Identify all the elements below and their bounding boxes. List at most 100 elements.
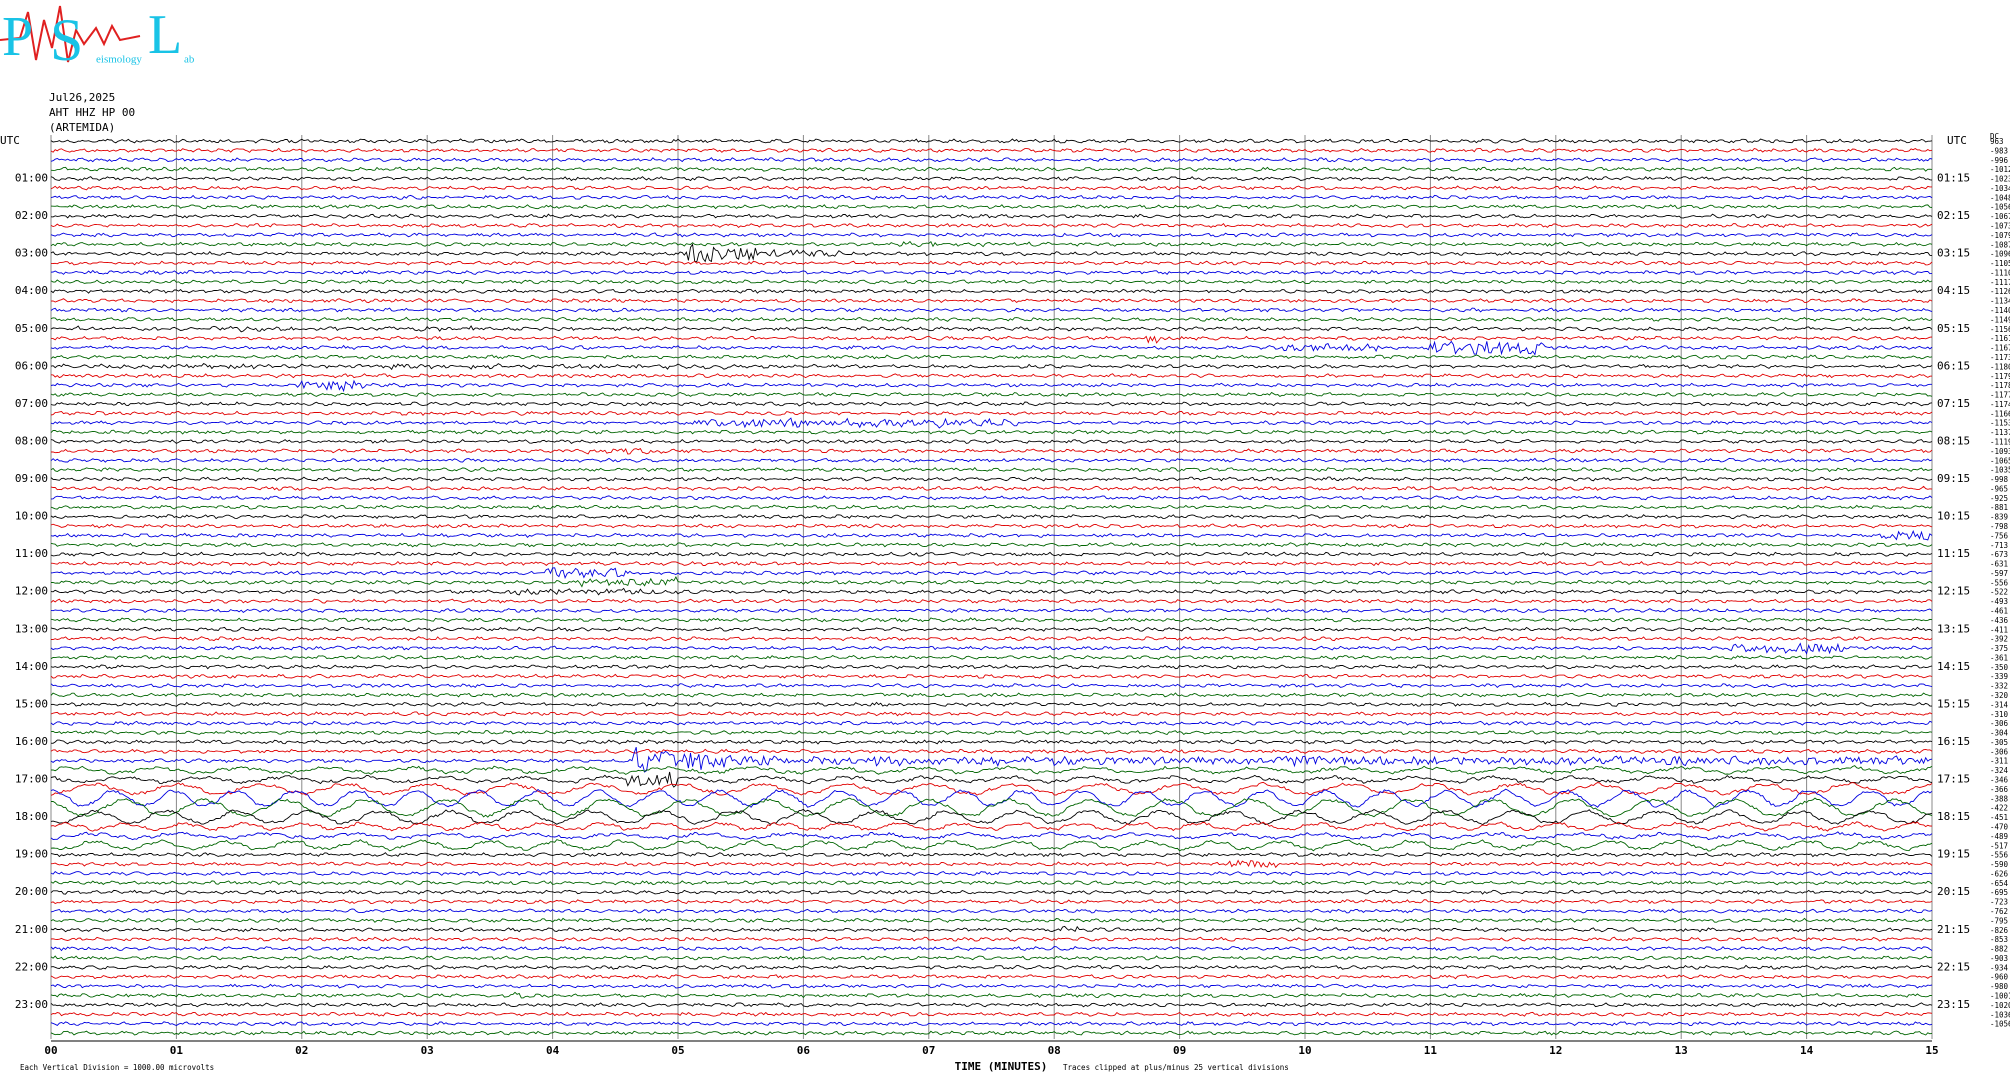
hour-label: 16:15 [1937,735,1970,748]
offset-label: -392 [1990,635,2008,644]
hour-label: 09:00 [15,472,48,485]
trace [50,808,1933,826]
trace [50,859,1933,869]
offset-label: -361 [1990,653,2008,662]
trace [50,391,1933,397]
trace [50,654,1933,661]
trace [50,279,1933,285]
trace [50,974,1933,980]
trace [50,288,1933,294]
offset-label: -1180 [1990,362,2010,371]
offset-label: -839 [1990,513,2008,522]
hour-label: 04:15 [1937,284,1970,297]
offset-label: -1105 [1990,259,2010,268]
trace [50,642,1933,655]
trace [50,747,1933,773]
trace [50,325,1933,333]
offset-label: -339 [1990,672,2008,681]
offset-label: -1174 [1990,400,2010,409]
trace [50,401,1933,407]
hour-label: 08:15 [1937,434,1970,447]
trace [50,147,1933,153]
trace [50,223,1933,229]
trace [50,457,1933,463]
offset-label: -522 [1990,588,2008,597]
hour-label: 02:00 [15,209,48,222]
offset-label: -1087 [1990,240,2010,249]
offset-label: -1140 [1990,306,2010,315]
hour-label: 17:00 [15,773,48,786]
hour-label: 14:00 [15,660,48,673]
trace [50,788,1933,808]
offset-label: -470 [1990,822,2009,831]
hour-label: 01:00 [15,172,48,185]
date: Jul26,2025 [49,91,115,104]
hour-label: 07:00 [15,397,48,410]
offset-label: -597 [1990,569,2008,578]
offset-label: -436 [1990,616,2009,625]
hour-label: 09:15 [1937,472,1970,485]
offset-label: -1067 [1990,212,2010,221]
x-tick-label: 11 [1424,1044,1438,1057]
offset-label: -489 [1990,832,2008,841]
offset-label: -795 [1990,916,2008,925]
trace [51,797,1933,818]
trace [50,683,1933,689]
offset-label: -1137 [1990,428,2010,437]
x-tick-label: 13 [1675,1044,1688,1057]
offset-label: -1149 [1990,315,2010,324]
offset-label: -1056 [1990,1020,2010,1029]
offset-label: -320 [1990,691,2009,700]
offset-label: -1096 [1990,250,2010,259]
hour-label: 04:00 [15,284,48,297]
offset-label: -882 [1990,945,2008,954]
hour-label: 11:00 [15,547,48,560]
hour-label: 13:15 [1937,622,1970,635]
offset-label: -1167 [1990,344,2010,353]
trace [50,240,1933,248]
hour-label: 05:00 [15,322,48,335]
offset-label: -762 [1990,907,2008,916]
offset-label: -493 [1990,597,2008,606]
offset-label: -756 [1990,531,2009,540]
x-tick-label: 08 [1048,1044,1061,1057]
hour-label: 23:00 [15,998,48,1011]
offset-label: -723 [1990,898,2008,907]
offset-label: -1065 [1990,456,2010,465]
trace [50,839,1933,852]
offset-label: -925 [1990,494,2008,503]
offset-label: 963 [1990,137,2004,146]
footer-left: Each Vertical Division = 1000.00 microvo… [20,1063,214,1072]
trace [50,185,1932,191]
offset-label: -798 [1990,522,2009,531]
trace [50,194,1933,200]
trace [50,523,1933,529]
logo-word: eismology [96,54,142,66]
offset-label: -556 [1990,851,2009,860]
trace [50,373,1933,379]
hour-label: 02:15 [1937,209,1970,222]
offset-label: -960 [1990,973,2009,982]
offset-label: -1117 [1990,278,2010,287]
trace [50,880,1933,886]
trace [50,243,1933,263]
offset-label: -1179 [1990,372,2010,381]
hour-label: 12:15 [1937,585,1970,598]
x-title: TIME (MINUTES) [955,1060,1048,1073]
logo-word: ab [184,54,195,66]
site: (ARTEMIDA) [49,121,115,134]
trace [50,138,1933,144]
logo-wave [0,5,141,63]
trace [50,213,1933,219]
hour-label: 15:00 [15,697,48,710]
offset-label: -311 [1990,757,2008,766]
trace [50,899,1933,905]
trace [50,504,1933,510]
trace [50,1030,1933,1036]
offset-label: -965 [1990,484,2008,493]
trace [50,587,1933,596]
x-tick-label: 15 [1925,1044,1938,1057]
